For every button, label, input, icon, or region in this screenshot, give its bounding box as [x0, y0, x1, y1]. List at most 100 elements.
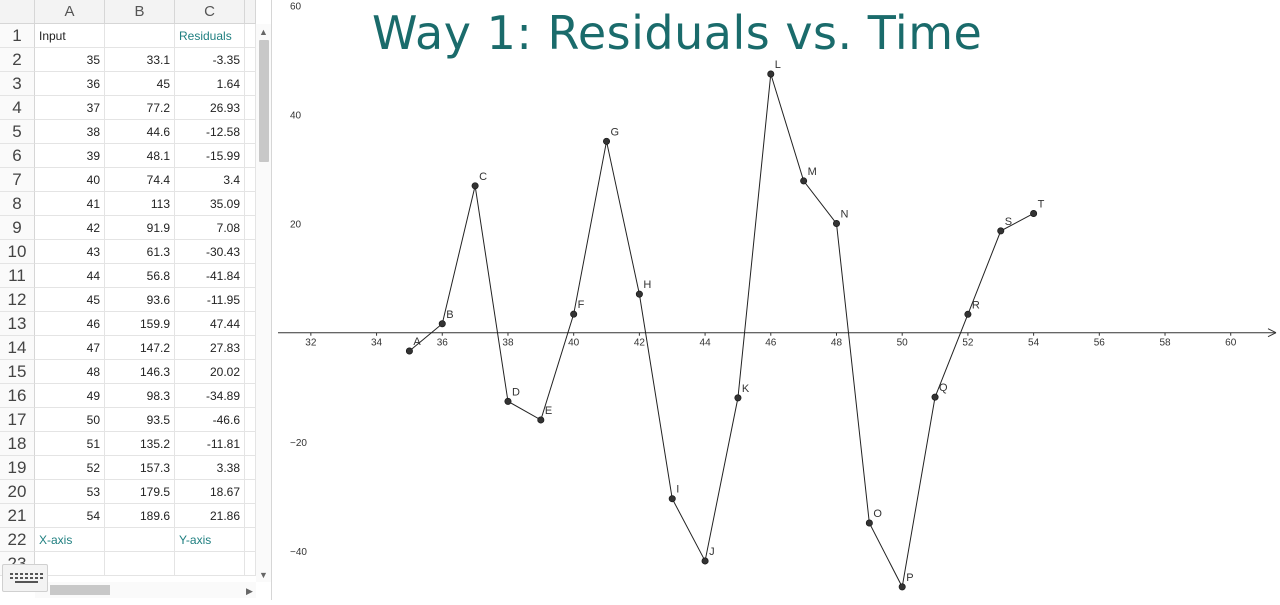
data-point-s[interactable]: [997, 227, 1005, 235]
chevron-down-icon[interactable]: ▼: [259, 570, 268, 580]
vertical-scrollbar[interactable]: [256, 24, 271, 582]
row-header[interactable]: 4: [0, 96, 35, 120]
graphics-view[interactable]: 32 34 36 38 40 42 44 46 48 50 52 54 56 58 60 −40 −20 20 40…: [278, 0, 1280, 600]
sheet-cell[interactable]: Y-axis: [175, 528, 245, 552]
sheet-cell[interactable]: 27.83: [175, 336, 245, 360]
sheet-cell[interactable]: 91.9: [105, 216, 175, 240]
keyboard-icon[interactable]: [2, 564, 48, 592]
sheet-cell[interactable]: [105, 24, 175, 48]
column-header-c[interactable]: C: [175, 0, 245, 24]
sheet-cell[interactable]: 61.3: [105, 240, 175, 264]
sheet-cell[interactable]: 42: [35, 216, 105, 240]
sheet-cell[interactable]: 74.4: [105, 168, 175, 192]
data-point-t[interactable]: [1030, 209, 1038, 217]
sheet-cell[interactable]: 56.8: [105, 264, 175, 288]
row-header[interactable]: 2: [0, 48, 35, 72]
sheet-cell[interactable]: 98.3: [105, 384, 175, 408]
sheet-cell[interactable]: 113: [105, 192, 175, 216]
chevron-right-icon[interactable]: ▶: [246, 586, 253, 596]
data-point-n[interactable]: [832, 220, 840, 228]
row-header[interactable]: 22: [0, 528, 35, 552]
data-point-d[interactable]: [504, 397, 512, 405]
sheet-cell[interactable]: 44.6: [105, 120, 175, 144]
row-header[interactable]: 17: [0, 408, 35, 432]
row-header[interactable]: 8: [0, 192, 35, 216]
sheet-cell[interactable]: 53: [35, 480, 105, 504]
sheet-cell[interactable]: -3.35: [175, 48, 245, 72]
sheet-cell[interactable]: 48: [35, 360, 105, 384]
sheet-cell[interactable]: 159.9: [105, 312, 175, 336]
sheet-cell[interactable]: 40: [35, 168, 105, 192]
sheet-cell[interactable]: 47.44: [175, 312, 245, 336]
data-point-k[interactable]: [734, 394, 742, 402]
sheet-cell[interactable]: -11.81: [175, 432, 245, 456]
data-point-h[interactable]: [635, 290, 643, 298]
row-header[interactable]: 3: [0, 72, 35, 96]
sheet-cell[interactable]: 21.86: [175, 504, 245, 528]
sheet-cell[interactable]: X-axis: [35, 528, 105, 552]
sheet-cell[interactable]: 39: [35, 144, 105, 168]
row-header[interactable]: 6: [0, 144, 35, 168]
sheet-cell[interactable]: 189.6: [105, 504, 175, 528]
sheet-cell[interactable]: 43: [35, 240, 105, 264]
sheet-cell[interactable]: [175, 552, 245, 576]
sheet-cell[interactable]: 36: [35, 72, 105, 96]
column-header-a[interactable]: A: [35, 0, 105, 24]
sheet-cell[interactable]: 44: [35, 264, 105, 288]
data-point-j[interactable]: [701, 557, 709, 565]
row-header[interactable]: 21: [0, 504, 35, 528]
row-header[interactable]: 20: [0, 480, 35, 504]
sheet-cell[interactable]: 77.2: [105, 96, 175, 120]
row-header[interactable]: 9: [0, 216, 35, 240]
row-header[interactable]: 15: [0, 360, 35, 384]
sheet-cell[interactable]: -12.58: [175, 120, 245, 144]
sheet-cell[interactable]: 157.3: [105, 456, 175, 480]
sheet-cell[interactable]: 37: [35, 96, 105, 120]
row-header[interactable]: 7: [0, 168, 35, 192]
sheet-cell[interactable]: -46.6: [175, 408, 245, 432]
sheet-cell[interactable]: Residuals: [175, 24, 245, 48]
corner-cell[interactable]: [0, 0, 35, 24]
data-point-b[interactable]: [438, 320, 446, 328]
data-point-r[interactable]: [964, 310, 972, 318]
row-header[interactable]: 13: [0, 312, 35, 336]
data-point-c[interactable]: [471, 182, 479, 190]
sheet-cell[interactable]: 46: [35, 312, 105, 336]
sheet-cell[interactable]: 52: [35, 456, 105, 480]
sheet-cell[interactable]: Input: [35, 24, 105, 48]
sheet-cell[interactable]: -34.89: [175, 384, 245, 408]
sheet-cell[interactable]: 135.2: [105, 432, 175, 456]
row-header[interactable]: 14: [0, 336, 35, 360]
sheet-cell[interactable]: 7.08: [175, 216, 245, 240]
sheet-cell[interactable]: 147.2: [105, 336, 175, 360]
sheet-cell[interactable]: 38: [35, 120, 105, 144]
row-header[interactable]: 5: [0, 120, 35, 144]
sheet-cell[interactable]: -41.84: [175, 264, 245, 288]
sheet-cell[interactable]: 45: [35, 288, 105, 312]
sheet-cell[interactable]: 18.67: [175, 480, 245, 504]
column-header-b[interactable]: B: [105, 0, 175, 24]
sheet-cell[interactable]: 50: [35, 408, 105, 432]
sheet-cell[interactable]: 20.02: [175, 360, 245, 384]
sheet-cell[interactable]: 35.09: [175, 192, 245, 216]
data-point-g[interactable]: [603, 137, 611, 145]
sheet-cell[interactable]: 45: [105, 72, 175, 96]
sheet-cell[interactable]: 51: [35, 432, 105, 456]
sheet-cell[interactable]: 1.64: [175, 72, 245, 96]
data-point-q[interactable]: [931, 393, 939, 401]
row-header[interactable]: 11: [0, 264, 35, 288]
sheet-cell[interactable]: -15.99: [175, 144, 245, 168]
residual-plot[interactable]: 32 34 36 38 40 42 44 46 48 50 52 54 56 58 60 −40 −20 20 40…: [278, 0, 1280, 600]
sheet-cell[interactable]: 54: [35, 504, 105, 528]
row-header[interactable]: 18: [0, 432, 35, 456]
sheet-cell[interactable]: 47: [35, 336, 105, 360]
data-point-p[interactable]: [898, 583, 906, 591]
data-point-i[interactable]: [668, 495, 676, 503]
row-header[interactable]: 10: [0, 240, 35, 264]
sheet-cell[interactable]: -11.95: [175, 288, 245, 312]
data-point-e[interactable]: [537, 416, 545, 424]
sheet-cell[interactable]: 26.93: [175, 96, 245, 120]
data-point-a[interactable]: [405, 347, 413, 355]
vertical-scroll-thumb[interactable]: [259, 40, 269, 162]
sheet-cell[interactable]: 146.3: [105, 360, 175, 384]
